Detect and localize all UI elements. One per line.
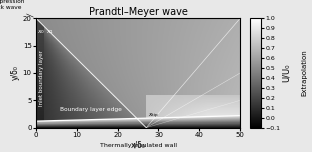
Text: $x_1$: $x_1$: [46, 28, 54, 36]
Text: Boundary layer edge: Boundary layer edge: [61, 107, 122, 112]
Text: $x_0$: $x_0$: [37, 28, 45, 36]
Y-axis label: y/δ₀: y/δ₀: [11, 66, 20, 80]
Title: Prandtl–Meyer wave: Prandtl–Meyer wave: [89, 7, 188, 17]
X-axis label: x/δ₀: x/δ₀: [131, 141, 145, 150]
Y-axis label: U/U₀: U/U₀: [282, 64, 291, 82]
Text: Inlet boundary layer: Inlet boundary layer: [39, 50, 44, 106]
Text: Thermally insulated wall: Thermally insulated wall: [100, 143, 177, 148]
Text: $x_\mathrm{tip}$: $x_\mathrm{tip}$: [148, 112, 159, 121]
Text: Compression
shock wave: Compression shock wave: [0, 0, 33, 17]
Text: Extrapolation: Extrapolation: [301, 50, 307, 96]
